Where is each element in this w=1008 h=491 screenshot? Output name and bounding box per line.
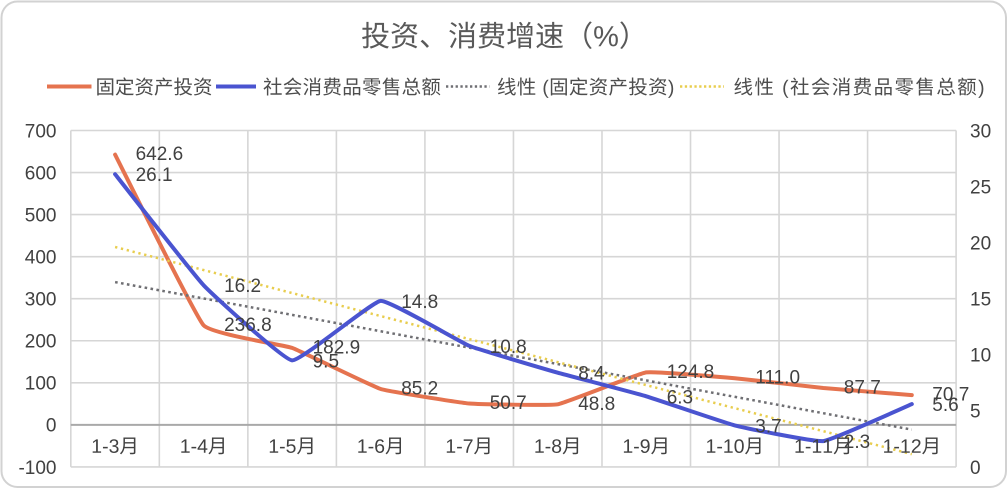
- svg-text:85.2: 85.2: [401, 379, 438, 400]
- svg-text:182.9: 182.9: [313, 337, 361, 358]
- svg-text:26.1: 26.1: [136, 165, 173, 186]
- svg-text:642.6: 642.6: [136, 144, 184, 165]
- svg-text:124.8: 124.8: [667, 362, 715, 383]
- svg-text:16.2: 16.2: [224, 276, 261, 297]
- svg-text:8.4: 8.4: [578, 364, 605, 385]
- svg-text:6.3: 6.3: [667, 387, 693, 408]
- svg-text:9.5: 9.5: [313, 351, 339, 372]
- svg-text:600: 600: [25, 164, 57, 185]
- svg-text:2.3: 2.3: [844, 432, 870, 453]
- svg-text:10.8: 10.8: [490, 337, 527, 358]
- svg-text:5.6: 5.6: [932, 395, 958, 416]
- svg-text:500: 500: [25, 206, 57, 227]
- svg-text:25: 25: [970, 178, 991, 199]
- svg-text:20: 20: [970, 234, 991, 255]
- svg-text:-100: -100: [18, 458, 56, 479]
- svg-text:100: 100: [25, 374, 57, 395]
- svg-text:3.7: 3.7: [755, 416, 781, 437]
- svg-text:30: 30: [970, 121, 991, 142]
- svg-text:15: 15: [970, 290, 991, 311]
- svg-text:50.7: 50.7: [490, 393, 527, 414]
- svg-text:87.7: 87.7: [844, 378, 881, 399]
- svg-text:400: 400: [25, 248, 57, 269]
- svg-text:700: 700: [25, 121, 57, 142]
- svg-text:5: 5: [970, 402, 981, 423]
- svg-text:48.8: 48.8: [578, 394, 615, 415]
- svg-text:14.8: 14.8: [401, 292, 438, 313]
- svg-text:111.0: 111.0: [755, 368, 800, 389]
- svg-text:10: 10: [970, 346, 991, 367]
- svg-text:300: 300: [25, 290, 57, 311]
- svg-text:0: 0: [46, 416, 57, 437]
- svg-text:200: 200: [25, 332, 57, 353]
- svg-text:70.7: 70.7: [932, 385, 969, 406]
- svg-text:0: 0: [970, 458, 981, 479]
- svg-text:236.8: 236.8: [224, 315, 272, 336]
